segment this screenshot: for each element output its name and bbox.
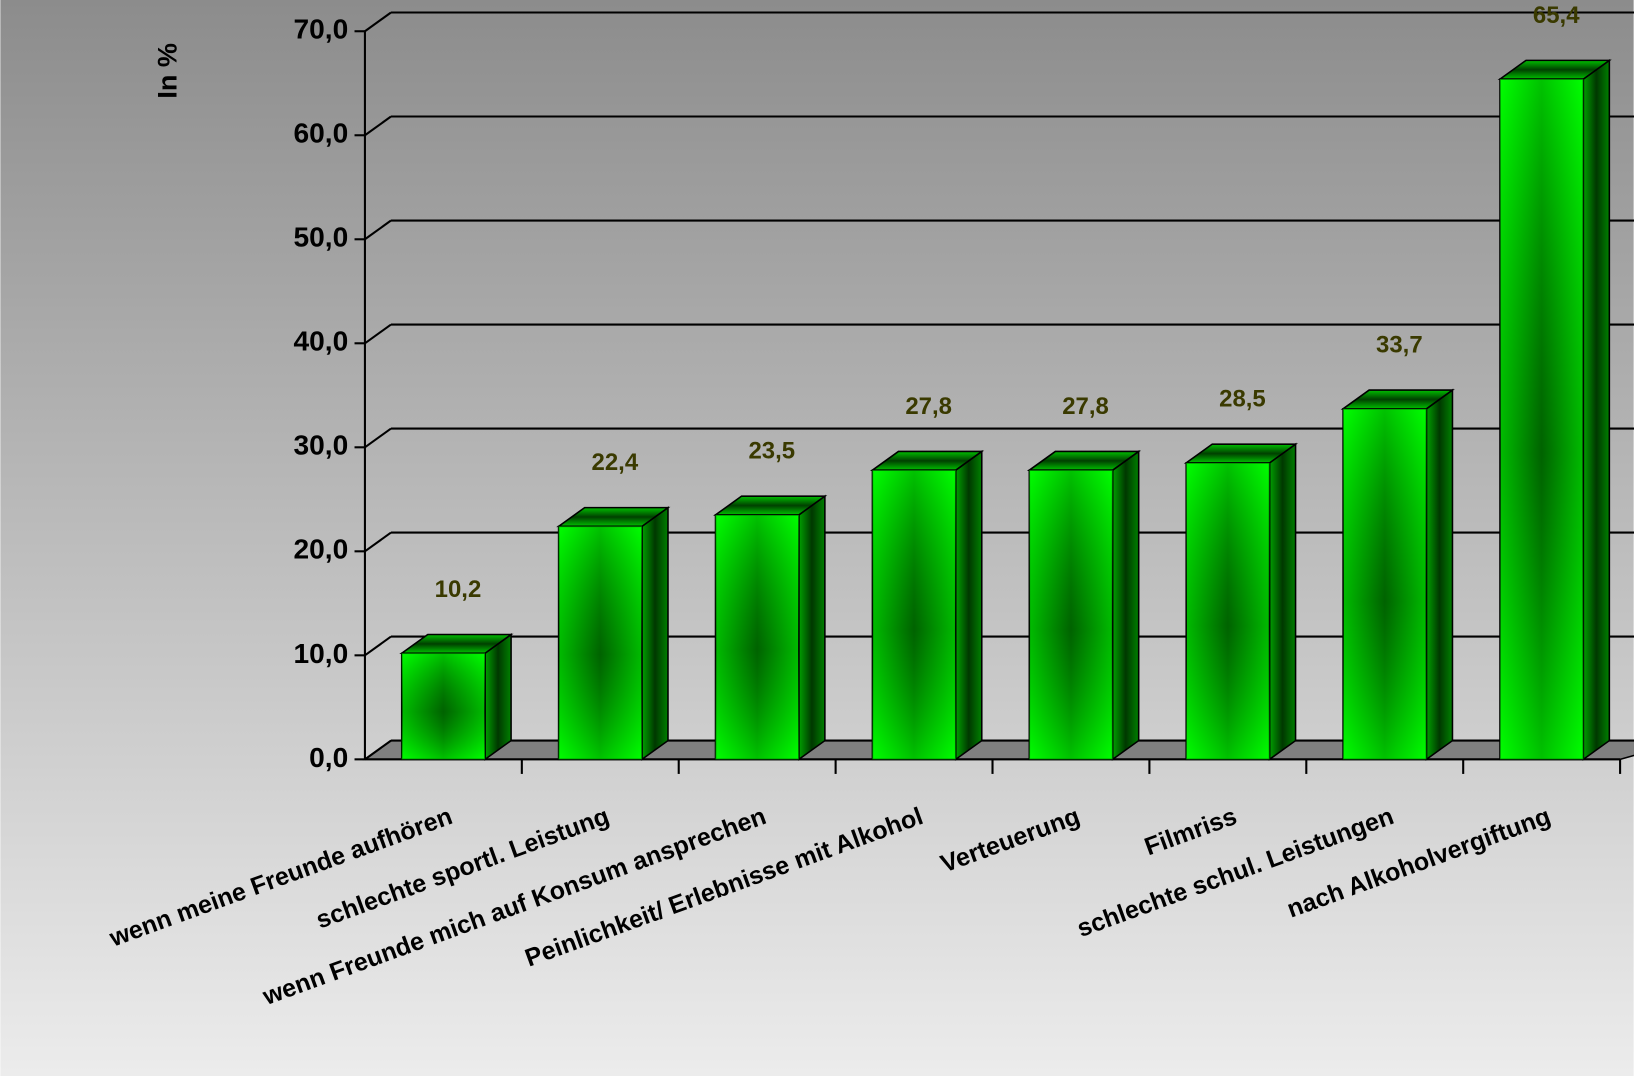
y-tick-label: 10,0 [294, 638, 349, 669]
bar-side [1268, 442, 1297, 761]
wall-edge [364, 323, 392, 345]
value-label: 10,2 [435, 576, 482, 603]
wall-edge [364, 635, 392, 657]
bar-shade [1343, 408, 1427, 760]
bar-shade [872, 470, 956, 760]
value-label: 33,7 [1376, 332, 1423, 359]
wall-edge [364, 427, 392, 449]
value-label: 65,4 [1533, 2, 1580, 29]
value-label: 27,8 [1062, 393, 1109, 420]
value-label: 22,4 [592, 449, 639, 476]
bar-shade [1499, 79, 1584, 760]
bar-shade [715, 514, 799, 760]
y-tick-label: 60,0 [294, 118, 349, 149]
y-axis-label: In % [151, 43, 182, 99]
y-tick-label: 30,0 [294, 430, 349, 461]
y-tick-label: 20,0 [294, 534, 349, 565]
bar-side [954, 449, 983, 761]
y-tick-label: 50,0 [294, 222, 349, 253]
wall-edge [364, 11, 392, 33]
y-tick-label: 0,0 [309, 742, 348, 773]
bar-side [641, 506, 669, 761]
value-label: 27,8 [905, 393, 952, 420]
bar-side [1111, 449, 1140, 761]
bar-shade [1029, 470, 1113, 760]
bar-side [1425, 388, 1454, 761]
wall-edge [364, 531, 392, 553]
value-label: 23,5 [748, 438, 795, 465]
value-label: 28,5 [1219, 386, 1266, 413]
y-tick-label: 40,0 [294, 326, 349, 357]
wall-edge [364, 739, 392, 761]
bar-shade [1186, 462, 1270, 760]
bar-side [484, 632, 512, 761]
bar-side [798, 494, 826, 761]
wall-edge [364, 115, 392, 137]
bar-shade [558, 526, 642, 760]
bar-shade [401, 653, 486, 760]
wall-edge [364, 219, 392, 241]
bar-side [1582, 58, 1611, 761]
y-tick-label: 70,0 [294, 14, 349, 45]
